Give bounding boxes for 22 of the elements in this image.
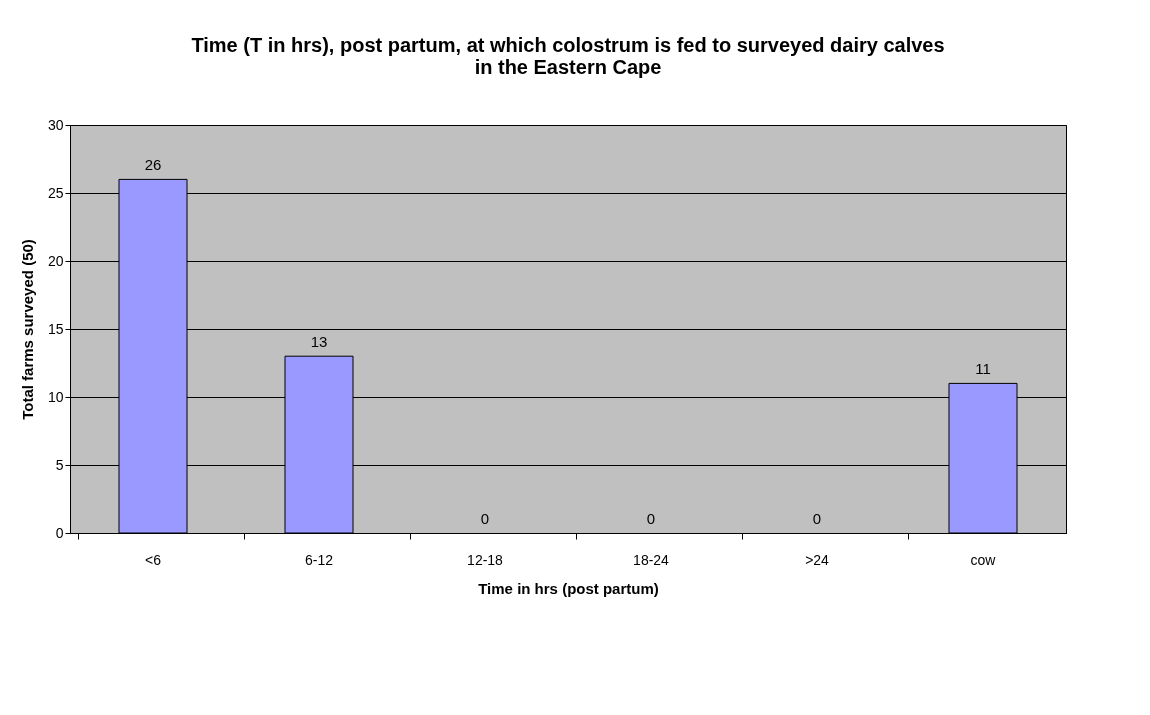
x-tick-label: cow [970, 551, 997, 568]
data-label: 13 [310, 333, 328, 351]
chart-title: Time (T in hrs), post partum, at which colostrum is fed to surveyed dairy calves in the Eastern Cape [191, 34, 945, 78]
x-tick-label: <6 [145, 551, 162, 568]
y-axis-title: Total farms surveyed (50) [18, 239, 36, 420]
x-tick-label: >24 [805, 551, 830, 568]
y-tick-label: 20 [47, 252, 64, 269]
y-tick-label: 25 [47, 184, 64, 201]
data-label: 0 [646, 510, 656, 527]
x-tick-label: 12-18 [467, 551, 504, 568]
data-label: 0 [812, 510, 822, 527]
y-tick-label: 15 [47, 320, 64, 337]
y-tick-label: 5 [55, 456, 64, 473]
y-tick-label: 10 [47, 388, 64, 405]
x-tick-label: 18-24 [633, 551, 670, 568]
data-label: 26 [144, 156, 162, 174]
data-label: 11 [975, 360, 991, 378]
data-label: 0 [480, 510, 490, 527]
x-tick-label: 6-12 [304, 551, 334, 568]
x-axis-title: Time in hrs (post partum) [478, 579, 659, 597]
y-tick-label: 30 [47, 116, 64, 133]
y-tick-label: 0 [55, 524, 64, 541]
